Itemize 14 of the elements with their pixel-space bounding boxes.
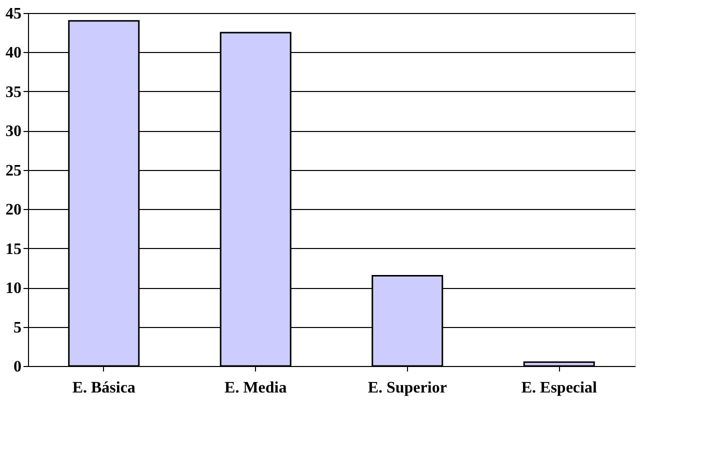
y-tick-label: 35 — [6, 84, 22, 101]
y-tick-label: 30 — [6, 123, 22, 140]
y-tick-label: 0 — [14, 358, 22, 376]
y-tick-label: 20 — [6, 202, 22, 219]
y-tick-label: 10 — [6, 280, 22, 298]
y-tick-label: 45 — [6, 6, 22, 22]
x-tick-label: E. Básica — [72, 380, 136, 396]
y-tick-label: 40 — [6, 44, 22, 62]
y-tick-label: 15 — [6, 240, 22, 258]
x-tick-label: E. Especial — [521, 380, 598, 396]
x-tick-label: E. Superior — [368, 380, 447, 396]
y-tick-label: 25 — [6, 162, 22, 180]
y-tick-label: 5 — [14, 319, 22, 336]
x-tick-label: E. Media — [224, 380, 287, 396]
